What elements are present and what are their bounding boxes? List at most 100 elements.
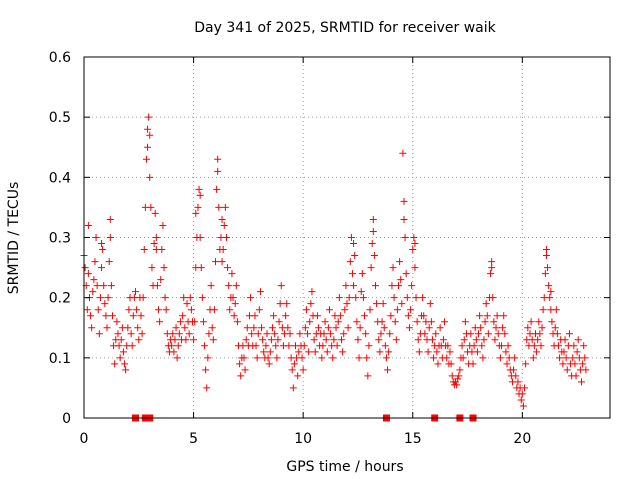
data-point: [345, 294, 353, 302]
data-point: [581, 354, 589, 362]
data-point: [494, 330, 502, 338]
data-point: [473, 348, 481, 356]
x-tick-label: 15: [404, 431, 422, 447]
data-point: [318, 354, 326, 362]
data-point: [240, 354, 248, 362]
data-point: [502, 348, 510, 356]
data-point: [248, 330, 256, 338]
data-point: [322, 336, 330, 344]
data-point: [169, 330, 177, 338]
data-point: [90, 276, 98, 284]
data-point: [263, 330, 271, 338]
data-point: [546, 294, 554, 302]
data-point: [133, 306, 141, 314]
y-tick-label: 0.3: [49, 231, 71, 247]
data-point: [551, 324, 559, 332]
data-point: [421, 330, 429, 338]
data-point: [134, 324, 142, 332]
data-point: [472, 336, 480, 344]
data-point: [341, 306, 349, 314]
data-point: [284, 324, 292, 332]
data-point: [201, 342, 209, 350]
data-point: [382, 354, 390, 362]
data-point: [521, 384, 529, 392]
data-point: [142, 155, 150, 163]
data-point: [158, 246, 166, 254]
data-point: [89, 288, 97, 296]
data-point: [377, 330, 385, 338]
data-point: [476, 312, 484, 320]
data-point: [514, 378, 522, 386]
data-point: [408, 282, 416, 290]
data-point: [95, 330, 103, 338]
data-point: [140, 246, 148, 254]
data-point: [547, 288, 555, 296]
data-point: [387, 312, 395, 320]
data-point: [533, 348, 541, 356]
data-point: [319, 342, 327, 350]
data-point: [135, 336, 143, 344]
data-point: [197, 264, 205, 272]
data-point: [503, 360, 511, 368]
data-point: [98, 240, 106, 248]
data-point: [190, 336, 198, 344]
data-point: [361, 312, 369, 320]
data-point: [198, 294, 206, 302]
data-point: [205, 330, 213, 338]
data-point: [153, 282, 161, 290]
data-point: [168, 342, 176, 350]
data-point: [496, 354, 504, 362]
data-point: [542, 252, 550, 260]
data-point: [501, 330, 509, 338]
data-point: [323, 348, 331, 356]
data-point: [432, 330, 440, 338]
data-point: [176, 318, 184, 326]
data-point: [538, 324, 546, 332]
data-point: [490, 318, 498, 326]
data-point: [272, 342, 280, 350]
data-point: [247, 294, 255, 302]
data-point: [536, 330, 544, 338]
data-point: [448, 372, 456, 380]
data-point: [275, 318, 283, 326]
data-point: [209, 336, 217, 344]
y-tick-label: 0.4: [49, 170, 71, 186]
data-point: [215, 203, 223, 211]
data-point: [122, 366, 130, 374]
data-point: [147, 203, 155, 211]
data-point: [565, 330, 573, 338]
data-point: [441, 318, 449, 326]
data-point: [224, 264, 232, 272]
data-point: [219, 246, 227, 254]
data-point: [434, 360, 442, 368]
data-point: [81, 264, 89, 272]
data-point: [539, 306, 547, 314]
data-point: [324, 324, 332, 332]
data-point: [311, 348, 319, 356]
data-point: [320, 330, 328, 338]
data-point: [430, 354, 438, 362]
data-point: [402, 270, 410, 278]
data-point: [258, 324, 266, 332]
data-point: [144, 143, 152, 151]
data-point: [559, 360, 567, 368]
data-point: [493, 312, 501, 320]
data-point: [426, 300, 434, 308]
data-point: [232, 282, 240, 290]
data-point: [411, 240, 419, 248]
data-point: [182, 336, 190, 344]
data-point: [346, 258, 354, 266]
data-point: [370, 252, 378, 260]
data-point: [231, 300, 239, 308]
data-point: [274, 336, 282, 344]
data-point: [302, 306, 310, 314]
data-point: [226, 306, 234, 314]
data-point: [404, 312, 412, 320]
x-tick-label: 20: [513, 431, 531, 447]
data-point: [373, 300, 381, 308]
data-point: [364, 372, 372, 380]
data-point: [259, 336, 267, 344]
data-point: [236, 360, 244, 368]
data-point: [327, 330, 335, 338]
data-point: [265, 360, 273, 368]
